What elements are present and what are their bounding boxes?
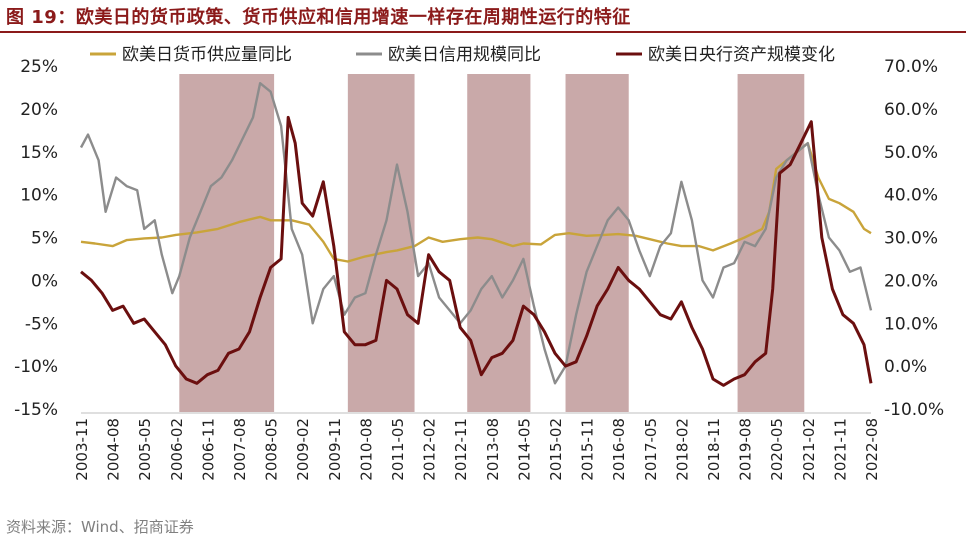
x-tick-label: 2010-08	[357, 418, 375, 481]
y-right-tick-label: 60.0%	[884, 100, 938, 120]
x-tick-label: 2006-11	[199, 418, 217, 481]
x-tick-label: 2004-08	[105, 418, 123, 481]
y-right-tick-label: -10.0%	[884, 400, 944, 420]
x-tick-label: 2016-08	[610, 418, 628, 481]
x-tick-label: 2005-05	[136, 418, 154, 481]
legend: 欧美日货币供应量同比 欧美日信用规模同比 欧美日央行资产规模变化	[90, 45, 835, 65]
x-tick-label: 2022-08	[863, 418, 881, 481]
x-tick-label: 2006-02	[168, 418, 186, 481]
shaded-period-1	[179, 74, 275, 412]
x-tick-label: 2011-05	[389, 418, 407, 481]
x-tick-label: 2003-11	[73, 418, 91, 481]
x-tick-label: 2018-11	[705, 418, 723, 481]
x-tick-label: 2007-08	[231, 418, 249, 481]
x-tick-label: 2013-08	[484, 418, 502, 481]
x-tick-label: 2021-02	[800, 418, 818, 481]
y-left-tick-label: 0%	[31, 271, 58, 291]
source-note: 资料来源：Wind、招商证券	[6, 518, 194, 536]
series-line-2	[79, 81, 873, 385]
x-tick-label: 2012-11	[452, 418, 470, 481]
y-left-tick-label: 10%	[20, 186, 58, 206]
y-right-tick-label: 30.0%	[884, 229, 938, 249]
y-right-tick-label: 0.0%	[884, 357, 927, 377]
x-tick-label: 2014-05	[515, 418, 533, 481]
y-left-ticks: 25% 20% 15% 10% 5% 0% -5% -10% -15%	[14, 57, 58, 420]
x-tick-label: 2009-02	[294, 418, 312, 481]
title-divider	[0, 31, 966, 33]
legend-label-1: 欧美日货币供应量同比	[122, 45, 292, 65]
shaded-period-2	[347, 74, 415, 412]
y-left-tick-label: 20%	[20, 100, 58, 120]
series-line-3	[80, 115, 873, 387]
legend-label-3: 欧美日央行资产规模变化	[648, 45, 835, 65]
x-tick-label: 2012-02	[421, 418, 439, 481]
y-left-tick-label: -15%	[14, 400, 58, 420]
y-right-tick-label: 50.0%	[884, 143, 938, 163]
x-tick-label: 2015-11	[579, 418, 597, 481]
x-tick-label: 2019-08	[737, 418, 755, 481]
legend-label-2: 欧美日信用规模同比	[388, 45, 541, 65]
y-right-ticks: 70.0% 60.0% 50.0% 40.0% 30.0% 20.0% 10.0% 0.0% -…	[884, 57, 944, 420]
x-tick-label: 2008-05	[263, 418, 281, 481]
x-tick-label: 2021-11	[831, 418, 849, 481]
y-right-tick-label: 70.0%	[884, 57, 938, 77]
x-ticks: 2003-11 2004-08 2005-05 2006-02 2006-11 2007-…	[73, 418, 881, 481]
x-tick-label: 2017-05	[642, 418, 660, 481]
x-tick-label: 2018-02	[673, 418, 691, 481]
y-left-tick-label: 5%	[31, 229, 58, 249]
y-left-tick-label: 15%	[20, 143, 58, 163]
series-lines	[79, 81, 873, 387]
y-right-tick-label: 40.0%	[884, 186, 938, 206]
y-right-tick-label: 20.0%	[884, 271, 938, 291]
figure-title: 图 19：欧美日的货币政策、货币供应和信用增速一样存在周期性运行的特征	[6, 7, 631, 28]
shaded-periods	[179, 74, 805, 412]
y-left-tick-label: -10%	[14, 357, 58, 377]
y-right-tick-label: 10.0%	[884, 314, 938, 334]
y-left-tick-label: -5%	[25, 314, 58, 334]
x-tick-label: 2020-05	[768, 418, 786, 481]
x-tick-label: 2009-11	[326, 418, 344, 481]
x-tick-label: 2015-02	[547, 418, 565, 481]
y-left-tick-label: 25%	[20, 57, 58, 77]
